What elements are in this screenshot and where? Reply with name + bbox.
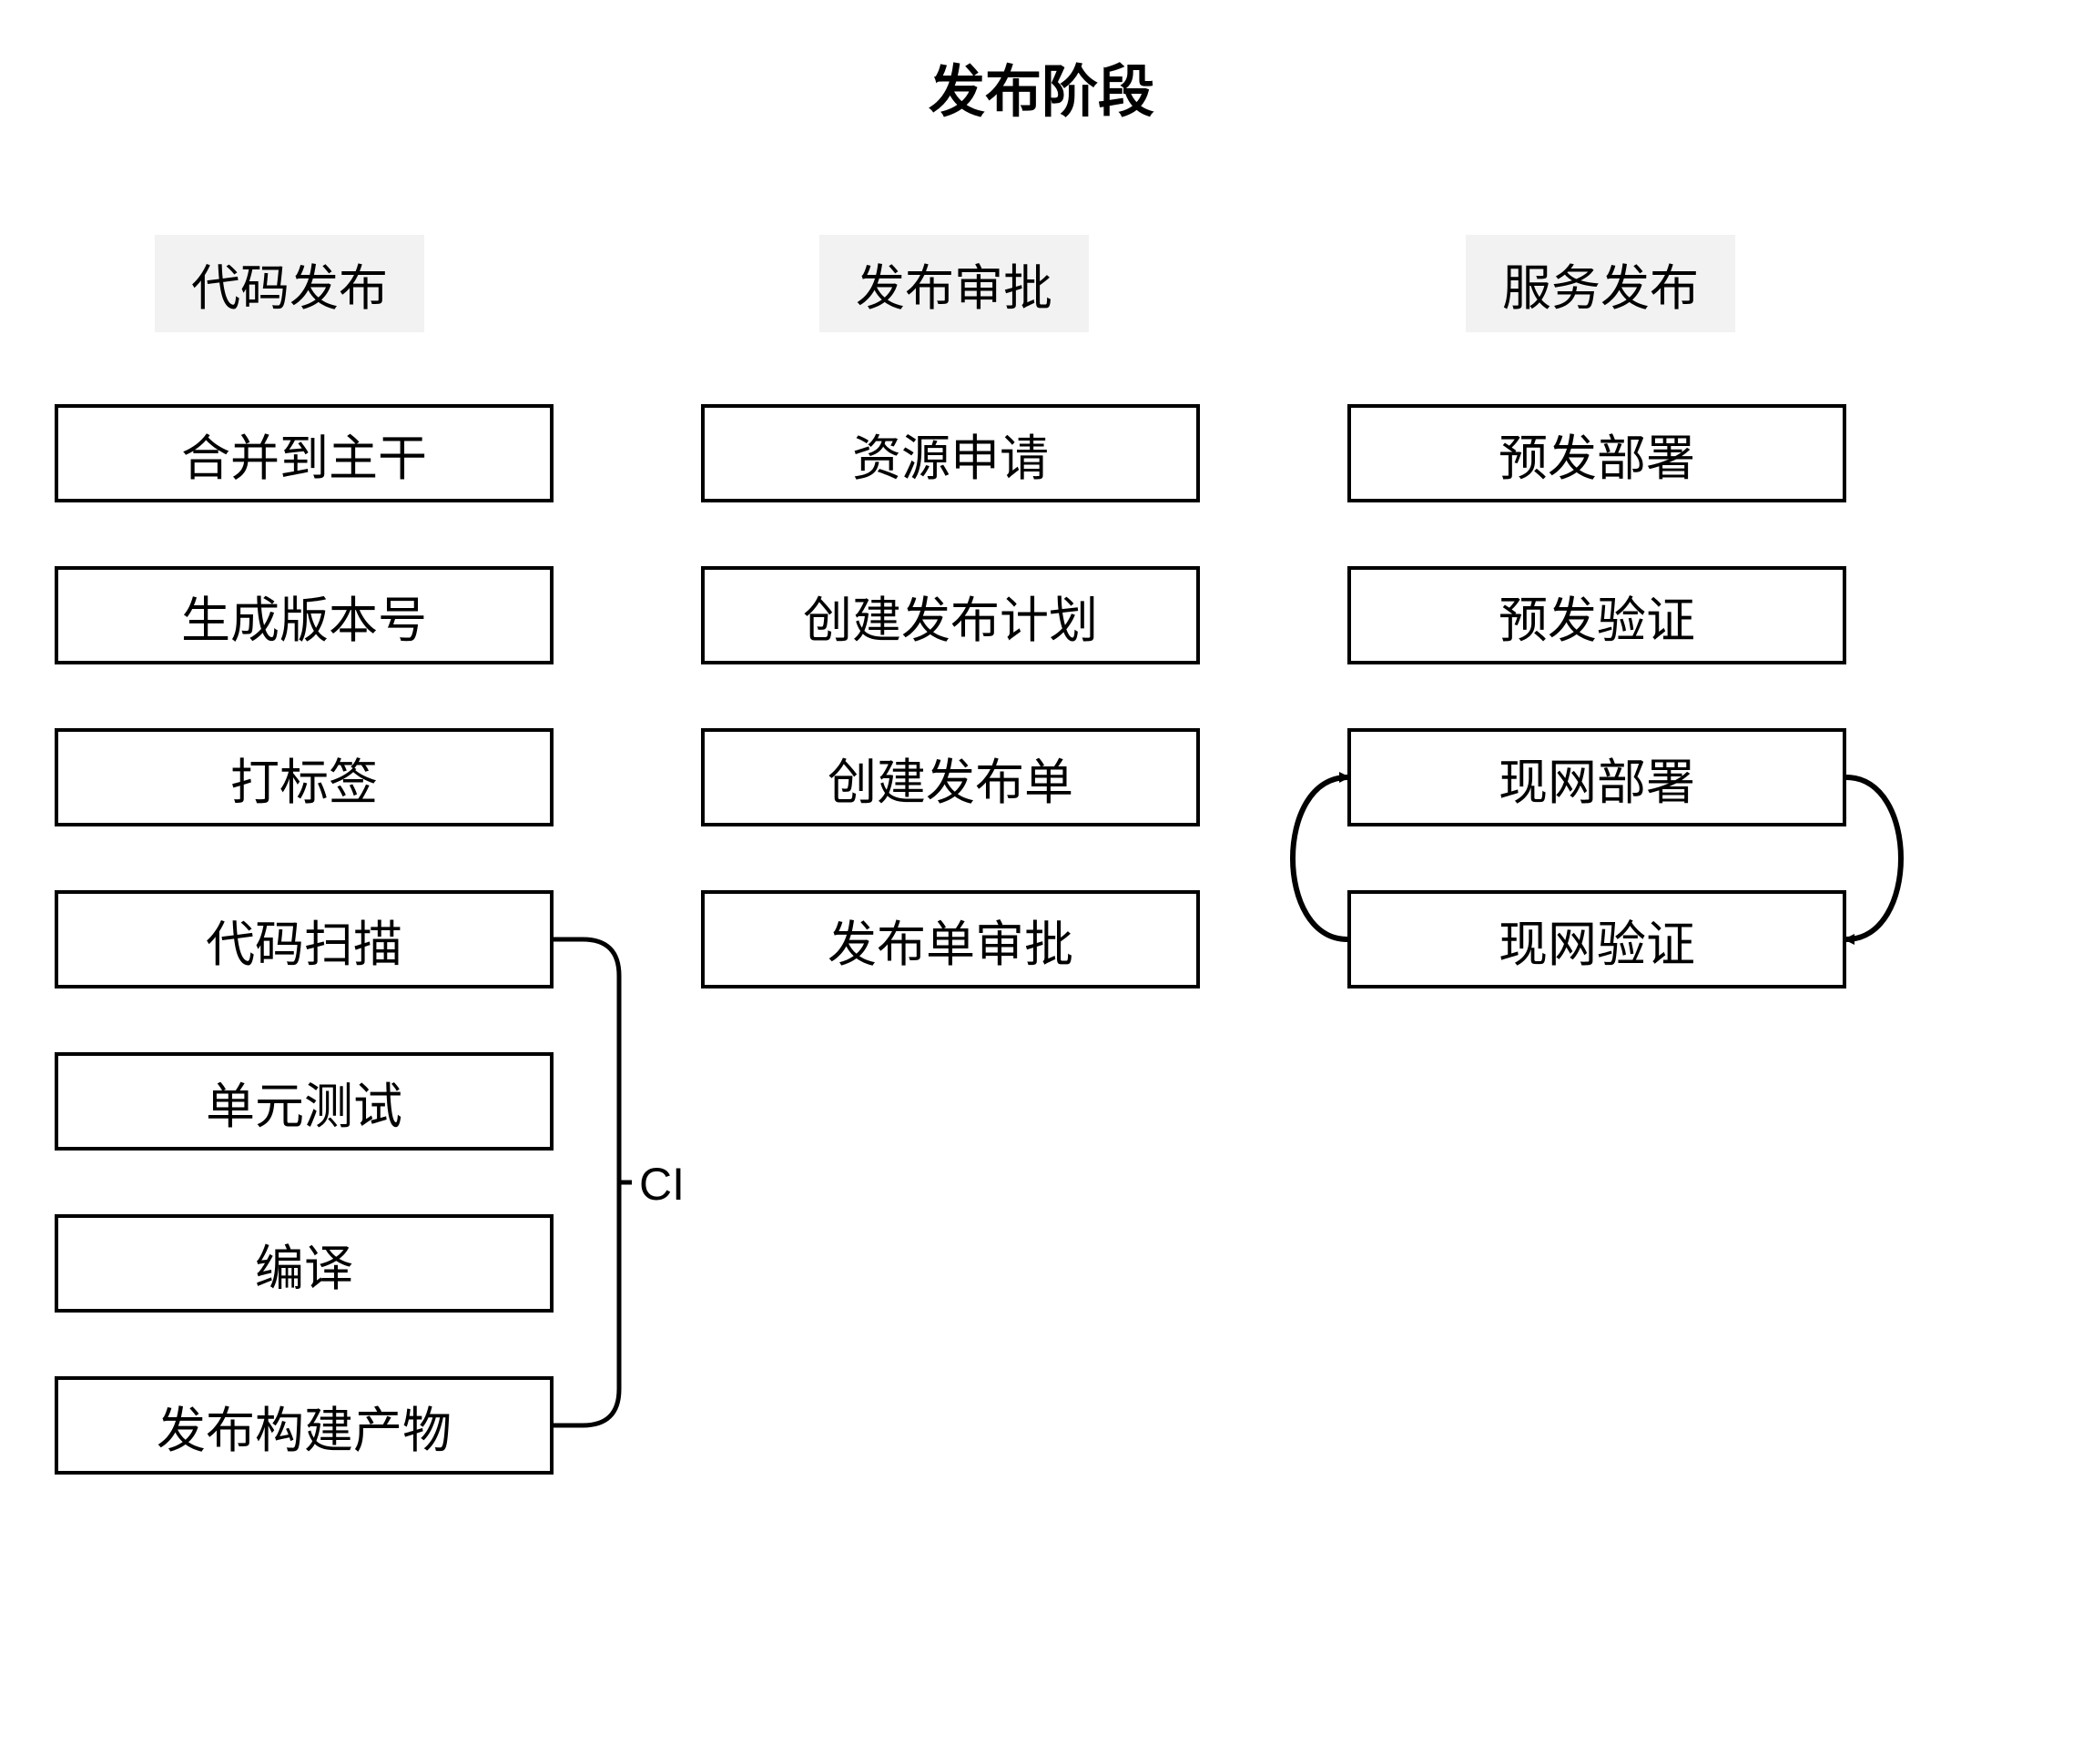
box-live-deploy: 现网部署 bbox=[1347, 728, 1846, 826]
box-live-verify: 现网验证 bbox=[1347, 890, 1846, 988]
ci-bracket-path bbox=[554, 939, 632, 1425]
box-label: 单元测试 bbox=[206, 1066, 402, 1138]
box-label: 打标签 bbox=[230, 742, 378, 814]
box-label: 创建发布单 bbox=[828, 742, 1073, 814]
box-label: 合并到主干 bbox=[181, 418, 427, 490]
box-compile: 编译 bbox=[55, 1214, 554, 1313]
box-label: 编译 bbox=[255, 1228, 353, 1300]
box-label: 发布单审批 bbox=[828, 904, 1073, 976]
box-create-release-ticket: 创建发布单 bbox=[701, 728, 1200, 826]
column-header-release-approval: 发布审批 bbox=[819, 235, 1089, 332]
column-header-code-release: 代码发布 bbox=[155, 235, 424, 332]
box-label: 预发验证 bbox=[1499, 580, 1695, 652]
box-create-release-plan: 创建发布计划 bbox=[701, 566, 1200, 664]
loop-arrow-right bbox=[1846, 777, 1901, 939]
box-resource-request: 资源申请 bbox=[701, 404, 1200, 502]
box-label: 创建发布计划 bbox=[803, 580, 1098, 652]
loop-arrow-left bbox=[1293, 777, 1347, 939]
box-predeploy: 预发部署 bbox=[1347, 404, 1846, 502]
column-header-service-release: 服务发布 bbox=[1466, 235, 1735, 332]
box-label: 代码扫描 bbox=[206, 904, 402, 976]
box-unit-test: 单元测试 bbox=[55, 1052, 554, 1151]
box-release-ticket-approval: 发布单审批 bbox=[701, 890, 1200, 988]
diagram-title: 发布阶段 bbox=[929, 46, 1154, 127]
box-preverify: 预发验证 bbox=[1347, 566, 1846, 664]
box-merge-trunk: 合并到主干 bbox=[55, 404, 554, 502]
box-label: 生成版本号 bbox=[181, 580, 427, 652]
box-publish-artifact: 发布构建产物 bbox=[55, 1376, 554, 1475]
box-label: 现网验证 bbox=[1499, 904, 1695, 976]
ci-label: CI bbox=[639, 1158, 685, 1211]
box-label: 发布构建产物 bbox=[157, 1390, 452, 1462]
box-label: 预发部署 bbox=[1499, 418, 1695, 490]
box-gen-version: 生成版本号 bbox=[55, 566, 554, 664]
box-tag: 打标签 bbox=[55, 728, 554, 826]
box-label: 资源申请 bbox=[852, 418, 1049, 490]
box-code-scan: 代码扫描 bbox=[55, 890, 554, 988]
box-label: 现网部署 bbox=[1499, 742, 1695, 814]
